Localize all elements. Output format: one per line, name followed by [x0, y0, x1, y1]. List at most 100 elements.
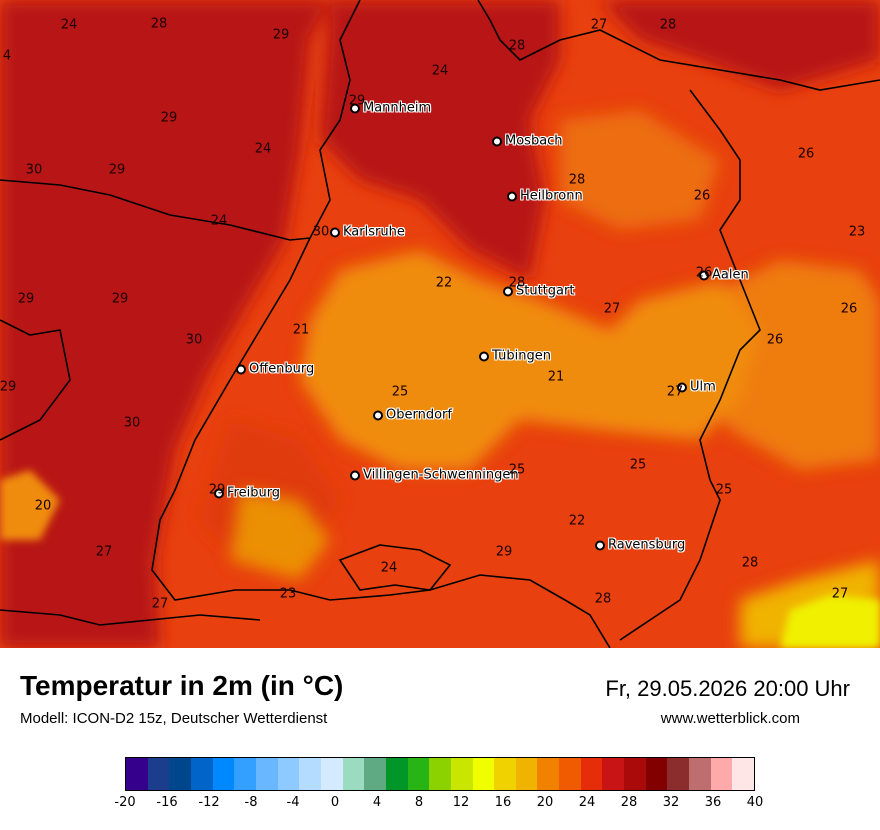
temperature-label: 25 [391, 384, 409, 400]
temperature-label: 30 [25, 162, 43, 178]
city-label: Villingen-Schwenningen [363, 467, 519, 483]
temperature-label: 28 [150, 16, 168, 32]
temperature-label: 28 [659, 17, 677, 33]
city-label: Oberndorf [386, 407, 452, 423]
temperature-label: 25 [629, 457, 647, 473]
color-scale-tick-label: -12 [198, 795, 220, 810]
color-scale-segment [407, 758, 430, 790]
temperature-label: 23 [848, 224, 866, 240]
map-title: Temperatur in 2m (in °C) [20, 670, 344, 701]
color-scale-segment [580, 758, 603, 790]
color-scale-tick-label: 8 [414, 795, 424, 810]
map-footer: Temperatur in 2m (in °C) Modell: ICON-D2… [0, 648, 880, 830]
color-scale-segment [342, 758, 365, 790]
temperature-label: 22 [435, 275, 453, 291]
city-label: Mannheim [363, 100, 432, 116]
temperature-label: 29 [0, 379, 17, 395]
temperature-label: 24 [431, 63, 449, 79]
city-label: Heilbronn [520, 188, 583, 204]
city-dot [350, 470, 360, 480]
color-scale-segment [190, 758, 213, 790]
city-marker-ulm[interactable]: Ulm [677, 380, 716, 395]
city-dot [350, 103, 360, 113]
city-label: Mosbach [505, 133, 563, 149]
city-label: Freiburg [227, 485, 281, 501]
temperature-label: 27 [95, 544, 113, 560]
color-scale-segment [559, 758, 581, 790]
color-scale-segment [537, 758, 560, 790]
color-scale-segment [385, 758, 408, 790]
color-scale-tick-label: 36 [704, 795, 722, 810]
color-scale-segment [320, 758, 343, 790]
city-marker-heilbronn[interactable]: Heilbronn [507, 189, 583, 204]
temperature-label: 26 [766, 332, 784, 348]
temperature-label: 24 [254, 141, 272, 157]
color-scale-segment [169, 758, 191, 790]
temperature-label: 28 [568, 172, 586, 188]
temperature-label: 29 [160, 110, 178, 126]
temperature-label: 4 [2, 48, 12, 64]
color-scale-segment [212, 758, 235, 790]
color-scale-segment [494, 758, 516, 790]
city-marker-tuebingen[interactable]: Tübingen [479, 349, 551, 364]
city-label: Ravensburg [608, 537, 686, 553]
city-marker-stuttgart[interactable]: Stuttgart [503, 284, 574, 299]
color-scale-segment [299, 758, 321, 790]
color-scale-segment [515, 758, 538, 790]
city-label: Aalen [712, 267, 749, 283]
city-marker-oberndorf[interactable]: Oberndorf [373, 408, 452, 423]
temperature-label: 29 [17, 291, 35, 307]
temperature-label: 26 [797, 146, 815, 162]
city-label: Karlsruhe [343, 224, 405, 240]
color-scale-segment [364, 758, 386, 790]
color-scale-tick-label: -8 [244, 795, 258, 810]
city-marker-karlsruhe[interactable]: Karlsruhe [330, 225, 405, 240]
color-scale-segment [147, 758, 170, 790]
color-scale-tick-label: 32 [662, 795, 680, 810]
temperature-label: 28 [508, 38, 526, 54]
model-info: Modell: ICON-D2 15z, Deutscher Wetterdie… [20, 710, 328, 727]
temperature-label: 28 [508, 275, 526, 291]
city-marker-aalen[interactable]: Aalen [699, 268, 749, 283]
city-marker-freiburg[interactable]: Freiburg [214, 486, 280, 501]
temperature-label: 30 [185, 332, 203, 348]
city-marker-ravensburg[interactable]: Ravensburg [595, 538, 685, 553]
temperature-label: 28 [594, 591, 612, 607]
color-scale-segment [645, 758, 668, 790]
temperature-label: 21 [547, 369, 565, 385]
color-scale-segment [624, 758, 646, 790]
temperature-label: 27 [603, 301, 621, 317]
city-dot [699, 270, 709, 280]
website-link[interactable]: www.wetterblick.com [660, 710, 800, 727]
color-scale-segment [255, 758, 278, 790]
color-scale-segment [234, 758, 256, 790]
temperature-label: 20 [34, 498, 52, 514]
city-marker-offenburg[interactable]: Offenburg [236, 362, 314, 377]
temperature-label: 24 [210, 213, 228, 229]
color-scale-segment [450, 758, 473, 790]
temperature-map[interactable]: Mannheim Mosbach Heilbronn Karlsruhe Stu… [0, 0, 880, 648]
temperature-label: 25 [715, 482, 733, 498]
temperature-label: 23 [279, 586, 297, 602]
city-dot [492, 136, 502, 146]
temperature-label: 27 [666, 384, 684, 400]
color-scale-tick-label: 16 [494, 795, 512, 810]
temperature-label: 30 [312, 224, 330, 240]
temperature-label: 29 [495, 544, 513, 560]
city-marker-mosbach[interactable]: Mosbach [492, 134, 563, 149]
color-scale-segment [472, 758, 495, 790]
city-marker-mannheim[interactable]: Mannheim [350, 101, 431, 116]
color-scale-tick-label: 24 [578, 795, 596, 810]
temperature-label: 29 [348, 93, 366, 109]
temperature-label: 29 [108, 162, 126, 178]
forecast-datetime: Fr, 29.05.2026 20:00 Uhr [605, 676, 850, 701]
city-dot [330, 227, 340, 237]
color-scale-tick-label: 28 [620, 795, 638, 810]
city-label: Stuttgart [516, 283, 575, 299]
color-scale-segment [126, 758, 148, 790]
color-scale-segment [429, 758, 451, 790]
color-scale-tick-label: 40 [746, 795, 764, 810]
city-marker-villingen-schwenningen[interactable]: Villingen-Schwenningen [350, 468, 519, 483]
city-dot [595, 540, 605, 550]
city-dot [507, 191, 517, 201]
